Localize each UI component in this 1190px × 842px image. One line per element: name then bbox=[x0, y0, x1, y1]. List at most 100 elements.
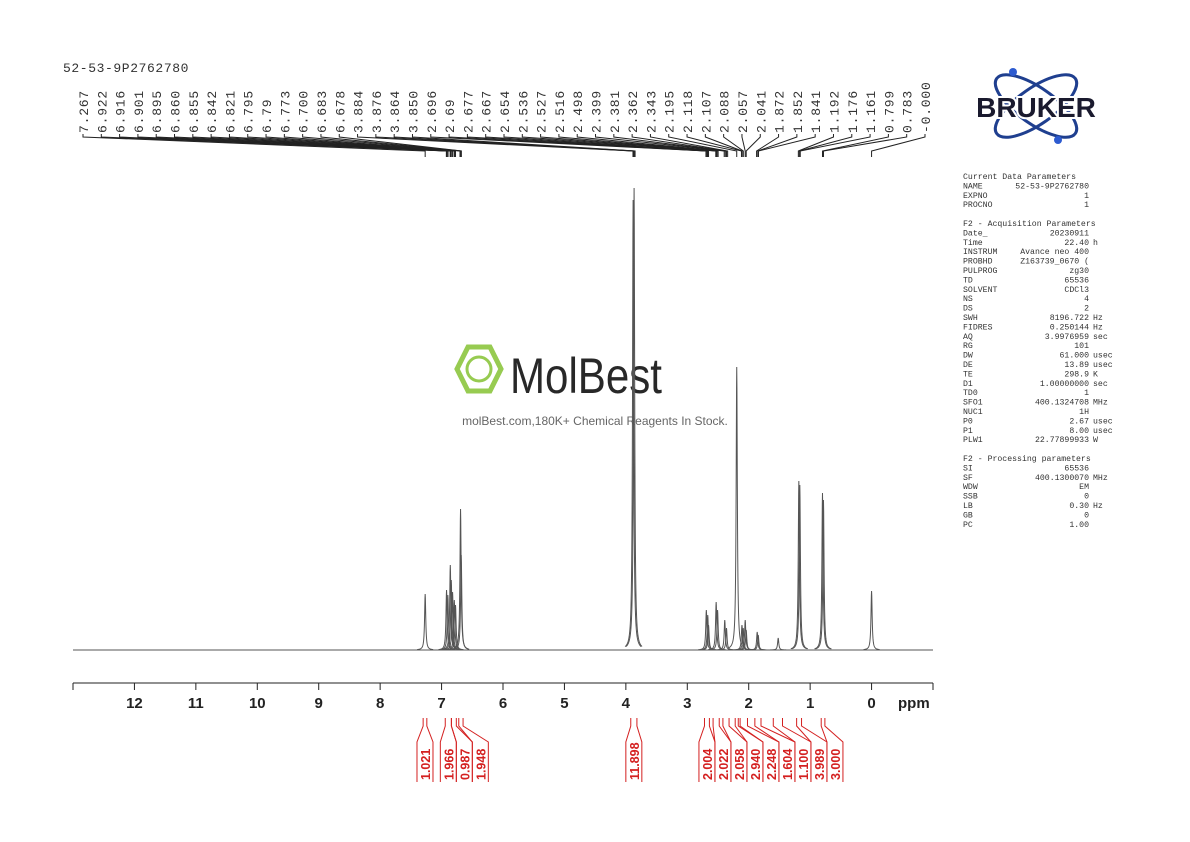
peak-connector bbox=[302, 134, 461, 157]
x-tick-label: 6 bbox=[499, 695, 507, 712]
integral-bracket bbox=[754, 718, 780, 782]
parameter-value: 1H bbox=[1079, 408, 1089, 417]
spectrum-peak bbox=[453, 554, 470, 650]
integral-label: 2.940 bbox=[749, 749, 763, 780]
peak-connector bbox=[686, 134, 742, 157]
parameter-name: DS bbox=[963, 305, 973, 314]
spectrum-peak bbox=[700, 624, 717, 651]
integral-label: 0.987 bbox=[458, 749, 472, 780]
watermark-brand: MolBest bbox=[510, 348, 662, 404]
peak-label: -0.000 bbox=[919, 81, 934, 133]
peak-label: 6.795 bbox=[242, 90, 257, 133]
parameter-name: TD bbox=[963, 276, 973, 285]
parameter-value: 0 bbox=[1084, 493, 1089, 502]
spectrum-peak bbox=[447, 604, 464, 651]
parameter-unit: sec bbox=[1093, 380, 1108, 389]
peak-connector bbox=[338, 134, 462, 157]
peak-label: 2.381 bbox=[608, 90, 623, 133]
peak-connector bbox=[576, 134, 719, 157]
integral-label: 2.022 bbox=[717, 749, 731, 780]
watermark-tagline: molBest.com,180K+ Chemical Reagents In S… bbox=[462, 414, 728, 428]
peak-label: 3.864 bbox=[388, 90, 403, 133]
peak-connector bbox=[466, 134, 708, 157]
x-tick-label: 7 bbox=[437, 695, 445, 712]
watermark: MolBest molBest.com,180K+ Chemical Reage… bbox=[454, 344, 728, 428]
peak-connector bbox=[558, 134, 718, 157]
peak-connector bbox=[871, 134, 926, 157]
integral-bracket bbox=[625, 718, 632, 782]
parameter-name: Time bbox=[963, 238, 983, 248]
peak-label: 6.678 bbox=[333, 90, 348, 133]
peak-label: 6.821 bbox=[223, 90, 238, 133]
parameter-name: D1 bbox=[963, 380, 973, 389]
peak-label: 1.852 bbox=[791, 90, 806, 133]
parameter-name: NUC1 bbox=[963, 408, 983, 417]
integral-bracket bbox=[722, 718, 732, 782]
integral-bracket bbox=[698, 718, 705, 782]
peak-label: 2.654 bbox=[498, 90, 513, 133]
parameter-value: 52-53-9P2762780 bbox=[1015, 182, 1089, 191]
logo-dot bbox=[1009, 68, 1017, 76]
x-axis-label: ppm bbox=[898, 695, 930, 712]
integral-bracket bbox=[739, 718, 764, 782]
peak-connector bbox=[192, 134, 451, 157]
peak-connector bbox=[540, 134, 717, 157]
parameter-unit: MHz bbox=[1093, 474, 1108, 483]
peak-label: 2.362 bbox=[626, 90, 641, 133]
parameter-section-title: Current Data Parameters bbox=[963, 173, 1076, 182]
parameter-unit: h bbox=[1093, 238, 1098, 248]
logo: BRUKER bbox=[974, 68, 1098, 144]
parameter-value: 400.1300070 bbox=[1035, 474, 1089, 483]
parameter-section-title: F2 - Processing parameters bbox=[963, 454, 1091, 464]
integral-bracket bbox=[820, 718, 828, 782]
parameter-value: Avance neo 400 bbox=[1020, 248, 1089, 257]
x-tick-label: 1 bbox=[806, 695, 814, 712]
parameter-value: 22.40 bbox=[1064, 239, 1089, 248]
parameter-unit: W bbox=[1093, 436, 1098, 445]
parameter-value: 400.1324708 bbox=[1035, 399, 1089, 408]
peak-label: 6.683 bbox=[315, 90, 330, 133]
peak-connector bbox=[82, 134, 426, 157]
peak-label: 2.667 bbox=[480, 90, 495, 133]
parameter-value: 298.9 bbox=[1064, 370, 1089, 379]
parameter-value: 1.00000000 bbox=[1040, 380, 1089, 389]
parameter-name: AQ bbox=[963, 333, 973, 342]
integral-label: 3.989 bbox=[813, 749, 827, 780]
peak-connector bbox=[745, 134, 761, 157]
parameter-unit: usec bbox=[1093, 427, 1113, 436]
parameter-name: RG bbox=[963, 342, 973, 351]
integral-label: 1.948 bbox=[474, 749, 488, 780]
parameter-name: PLW1 bbox=[963, 436, 983, 445]
parameter-unit: MHz bbox=[1093, 399, 1108, 408]
parameter-value: 1 bbox=[1084, 192, 1089, 201]
parameter-name: P1 bbox=[963, 427, 973, 436]
spectrum-peak bbox=[718, 627, 735, 651]
parameter-name: Date_ bbox=[963, 229, 988, 238]
peak-connector bbox=[821, 134, 889, 157]
peak-connector bbox=[521, 134, 717, 157]
x-tick-label: 0 bbox=[867, 695, 875, 712]
peak-label: 2.041 bbox=[754, 90, 769, 133]
logo-dot bbox=[1054, 136, 1062, 144]
integral-bracket bbox=[426, 718, 434, 782]
peak-label: 1.841 bbox=[809, 90, 824, 133]
parameter-value: CDCl3 bbox=[1064, 285, 1089, 295]
peak-label: 2.118 bbox=[681, 90, 696, 133]
peak-connector bbox=[228, 134, 454, 157]
parameter-unit: usec bbox=[1093, 361, 1113, 370]
peak-label: 6.79 bbox=[260, 99, 275, 133]
peak-label: 6.895 bbox=[150, 90, 165, 133]
peak-connector bbox=[393, 134, 635, 157]
watermark-ring bbox=[465, 355, 493, 383]
parameter-name: PULPROG bbox=[963, 267, 997, 276]
peak-label: 2.088 bbox=[718, 90, 733, 133]
peak-label: 2.696 bbox=[425, 90, 440, 133]
peak-label: 1.872 bbox=[773, 90, 788, 133]
integral-label: 2.004 bbox=[701, 749, 715, 780]
parameter-value: 61.000 bbox=[1060, 352, 1090, 361]
parameter-name: SI bbox=[963, 464, 973, 473]
peak-label: 1.192 bbox=[827, 90, 842, 133]
parameter-name: PROCNO bbox=[963, 201, 993, 210]
peak-label: 6.842 bbox=[205, 90, 220, 133]
parameter-name: SOLVENT bbox=[963, 286, 997, 295]
